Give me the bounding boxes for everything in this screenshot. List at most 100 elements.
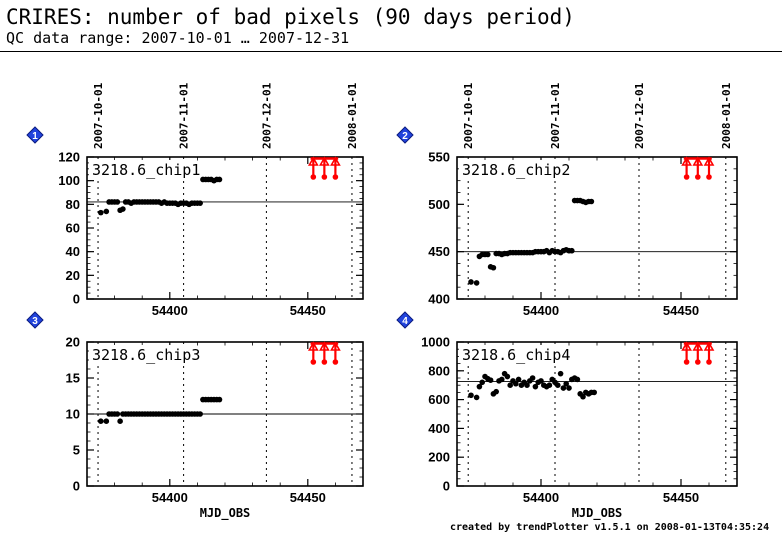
data-point: [557, 370, 564, 377]
outlier-point: [706, 174, 712, 180]
outlier-arrowhead: [307, 156, 319, 166]
y-tick-label: 800: [428, 363, 450, 378]
data-point: [591, 389, 597, 396]
x-tick-label: 54450: [663, 490, 699, 505]
y-tick-label: 20: [66, 268, 80, 283]
panel-3: 0 5 10 15 20 54400 54450 MJD_OBS 3 3218.6_chip3: [26, 311, 364, 521]
outlier-point: [706, 359, 712, 365]
x-axis-label: MJD_OBS: [200, 506, 251, 521]
date-label: 2007-11-01: [178, 82, 191, 149]
panel-1: 0 20 40 60 80 100 120 54400 54450 2007-10-01 2007-…: [26, 82, 364, 318]
outlier-arrowhead: [681, 156, 692, 166]
panel-badge-number: 1: [32, 131, 38, 142]
data-point: [507, 382, 513, 389]
x-tick-label: 54400: [523, 490, 559, 505]
data-point: [216, 396, 223, 403]
y-tick-label: 20: [66, 335, 80, 350]
y-tick-label: 60: [66, 221, 80, 236]
y-tick-label: 10: [66, 407, 80, 422]
panel-label: 3218.6_chip1: [92, 161, 200, 179]
y-tick-label: 450: [428, 244, 450, 259]
x-tick-label: 54450: [663, 303, 699, 318]
data-point: [216, 176, 223, 183]
y-tick-label: 100: [58, 173, 80, 188]
data-point: [114, 411, 121, 417]
data-point: [588, 198, 595, 205]
data-point: [103, 418, 110, 425]
date-label: 2007-11-01: [549, 82, 562, 149]
data-point: [468, 392, 474, 399]
outlier-arrowhead: [692, 341, 704, 351]
data-point: [529, 375, 536, 381]
data-point: [504, 373, 511, 380]
panel-label: 3218.6_chip3: [92, 346, 200, 364]
outlier-point: [310, 174, 317, 180]
panel-label-bg: [459, 345, 563, 363]
y-tick-label: 0: [73, 292, 80, 307]
data-point: [546, 382, 553, 389]
header-divider: [0, 51, 782, 52]
y-tick-label: 0: [73, 479, 80, 494]
y-tick-label: 0: [443, 479, 450, 494]
panel-badge-number: 3: [32, 316, 38, 327]
x-axis-label: MJD_OBS: [572, 506, 623, 521]
data-point: [532, 383, 539, 390]
data-point: [580, 393, 586, 400]
date-label: 2007-12-01: [260, 82, 273, 149]
outlier-point: [321, 174, 328, 180]
panel-badge-number: 4: [402, 316, 408, 327]
data-point: [538, 378, 544, 384]
data-point: [569, 247, 575, 254]
data-point: [485, 251, 491, 258]
outlier-point: [332, 359, 339, 365]
panel-label-bg: [89, 160, 193, 178]
outlier-point: [321, 359, 328, 365]
data-point: [493, 388, 500, 395]
x-tick-label: 54400: [152, 490, 188, 505]
panel-badge-icon: [26, 311, 44, 329]
x-tick-label: 54400: [523, 303, 559, 318]
outlier-arrowhead: [703, 156, 715, 166]
y-tick-label: 200: [428, 450, 450, 465]
data-point: [120, 206, 126, 212]
data-point: [487, 377, 494, 383]
x-tick-label: 54450: [290, 490, 326, 505]
outlier-arrowhead: [681, 341, 692, 351]
date-label: 2007-10-01: [462, 82, 475, 149]
outlier-point: [683, 174, 690, 180]
data-point: [563, 380, 569, 387]
y-tick-label: 80: [66, 197, 80, 212]
x-tick-label: 54450: [290, 303, 326, 318]
outlier-arrowhead: [703, 341, 715, 351]
panel-badge-icon: [26, 126, 44, 144]
data-point: [499, 376, 505, 383]
outlier-arrowhead: [318, 156, 330, 166]
x-tick-label: 54400: [152, 303, 188, 318]
y-tick-label: 40: [66, 244, 80, 259]
outlier-point: [332, 174, 339, 180]
data-point: [197, 200, 203, 206]
data-point: [574, 376, 581, 383]
y-tick-label: 5: [73, 443, 80, 458]
data-point: [555, 382, 561, 389]
y-tick-label: 15: [66, 371, 80, 386]
data-point: [566, 385, 572, 391]
outlier-point: [683, 359, 690, 365]
y-tick-label: 400: [428, 292, 450, 307]
data-point: [98, 209, 104, 216]
data-point: [117, 418, 123, 425]
outlier-arrowhead: [330, 156, 341, 166]
outlier-arrowhead: [307, 341, 319, 351]
panel-label: 3218.6_chip2: [462, 161, 570, 179]
date-label: 2008-01-01: [720, 82, 733, 149]
footer-credit: created by trendPlotter v1.5.1 on 2008-0…: [450, 522, 770, 533]
date-label: 2007-12-01: [633, 82, 646, 149]
panel-badge-number: 2: [402, 131, 408, 142]
data-point: [476, 383, 483, 390]
panel-label-bg: [459, 160, 563, 178]
data-point: [513, 380, 519, 387]
outlier-arrowhead: [330, 341, 341, 351]
y-tick-label: 500: [428, 197, 450, 212]
chart-title: CRIRES: number of bad pixels (90 days pe…: [6, 5, 575, 29]
